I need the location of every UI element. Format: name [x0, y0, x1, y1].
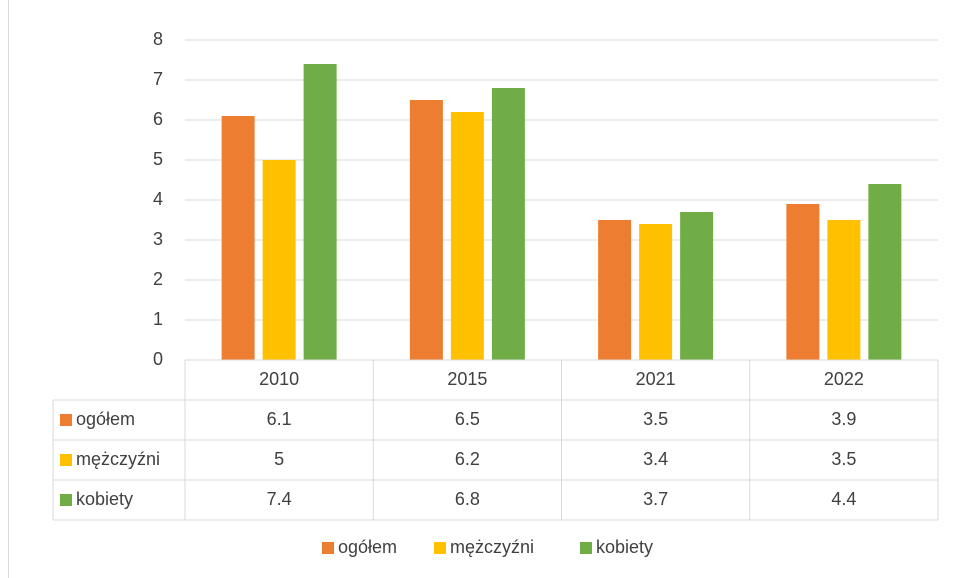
- value-label: 3.7: [643, 489, 668, 509]
- bar: [221, 116, 255, 360]
- bar: [639, 224, 673, 360]
- y-tick-label: 7: [153, 69, 163, 89]
- value-label: 5: [274, 449, 284, 469]
- row-label: ogółem: [76, 409, 135, 429]
- y-tick-label: 6: [153, 109, 163, 129]
- legend-key: [60, 414, 72, 426]
- bar: [409, 100, 443, 360]
- x-tick-label: 2022: [824, 369, 864, 389]
- value-label: 3.9: [831, 409, 856, 429]
- bar: [827, 220, 861, 360]
- value-label: 6.8: [455, 489, 480, 509]
- bar: [303, 64, 337, 360]
- value-label: 7.4: [267, 489, 292, 509]
- y-tick-label: 0: [153, 349, 163, 369]
- y-tick-label: 1: [153, 309, 163, 329]
- value-label: 6.2: [455, 449, 480, 469]
- bar: [680, 212, 714, 360]
- legend-key: [322, 542, 334, 554]
- y-tick-label: 4: [153, 189, 163, 209]
- legend-key: [580, 542, 592, 554]
- bar: [450, 112, 484, 360]
- value-label: 3.5: [643, 409, 668, 429]
- legend-key: [434, 542, 446, 554]
- value-label: 4.4: [831, 489, 856, 509]
- y-tick-label: 2: [153, 269, 163, 289]
- row-label: kobiety: [76, 489, 133, 509]
- value-label: 6.5: [455, 409, 480, 429]
- y-tick-label: 3: [153, 229, 163, 249]
- bar: [598, 220, 632, 360]
- bar: [262, 160, 296, 360]
- value-label: 6.1: [267, 409, 292, 429]
- value-label: 3.4: [643, 449, 668, 469]
- legend-label: ogółem: [338, 537, 397, 557]
- bar: [868, 184, 902, 360]
- x-tick-label: 2010: [259, 369, 299, 389]
- x-tick-label: 2021: [636, 369, 676, 389]
- legend-label: mężczyźni: [450, 537, 534, 557]
- x-tick-label: 2015: [447, 369, 487, 389]
- bar: [786, 204, 820, 360]
- legend-key: [60, 494, 72, 506]
- y-tick-label: 5: [153, 149, 163, 169]
- y-tick-label: 8: [153, 29, 163, 49]
- bar: [491, 88, 525, 360]
- legend-label: kobiety: [596, 537, 653, 557]
- row-label: mężczyźni: [76, 449, 160, 469]
- value-label: 3.5: [831, 449, 856, 469]
- legend-key: [60, 454, 72, 466]
